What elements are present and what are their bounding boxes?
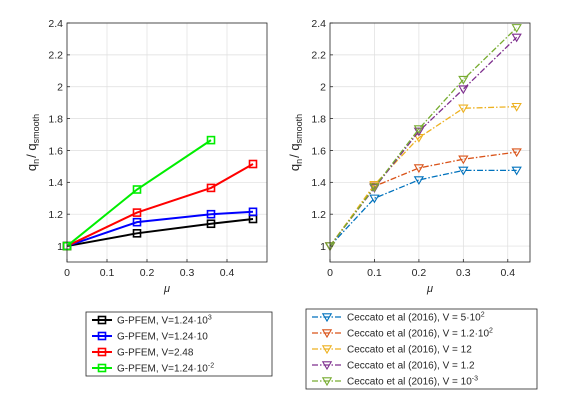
legend-label: G-PFEM, V=1.24·10-2: [117, 363, 214, 375]
data-point: [458, 85, 469, 95]
x-tick-label: 0.1: [367, 267, 382, 279]
x-tick-label: 0.4: [500, 267, 515, 279]
series-line: [329, 169, 517, 247]
x-tick-label: 0: [327, 267, 333, 279]
y-tick-label: 2.2: [48, 50, 63, 62]
legend-label: Ceccato et al (2016), V = 12: [347, 345, 472, 356]
data-point: [458, 155, 469, 165]
x-axis-label: μ: [163, 283, 170, 295]
legend-box: [305, 308, 538, 390]
legend-marker: [97, 331, 107, 341]
legend-marker: [321, 345, 333, 355]
legend-label: G-PFEM, V=1.24·10: [117, 332, 208, 343]
y-tick-label: 1.4: [311, 177, 326, 189]
y-tick-label: 1.6: [48, 145, 63, 157]
legend-label: Ceccato et al (2016), V = 5·102: [347, 312, 485, 324]
y-tick-label: 1.2: [48, 209, 63, 221]
legend-label: G-PFEM, V=2.48: [117, 348, 194, 359]
data-point: [413, 125, 425, 135]
data-point: [369, 183, 380, 193]
legend-marker: [321, 361, 333, 371]
data-point: [458, 166, 469, 176]
data-point: [132, 229, 142, 238]
y-tick-label: 2: [57, 82, 63, 94]
series-line: [66, 163, 254, 247]
data-point: [248, 159, 258, 169]
legend-marker: [97, 347, 107, 357]
series-line: [66, 210, 254, 248]
y-tick-label: 1: [320, 241, 326, 253]
data-point: [369, 194, 380, 204]
data-point: [511, 166, 522, 176]
legend-label: Ceccato et al (2016), V = 1.2: [347, 361, 475, 372]
y-tick-label: 1.8: [48, 113, 63, 125]
series-line: [329, 151, 517, 247]
x-tick-label: 0.3: [456, 267, 471, 279]
data-point: [206, 135, 216, 145]
series-line: [66, 139, 212, 247]
legend-marker: [97, 315, 107, 325]
legend-marker: [97, 363, 107, 373]
x-tick-label: 0.2: [412, 267, 427, 279]
legend-label: G-PFEM, V=1.24·103: [117, 315, 212, 327]
y-tick-label: 1.4: [48, 177, 63, 189]
data-point: [458, 75, 469, 85]
y-tick-label: 1.2: [311, 209, 326, 221]
x-tick-label: 0.4: [220, 267, 235, 279]
data-point: [413, 176, 425, 186]
y-tick-label: 2.2: [311, 50, 326, 62]
right-legend: Ceccato et al (2016), V = 5·102 Ceccato e…: [305, 308, 538, 390]
x-axis-label: μ: [426, 283, 433, 295]
data-point: [248, 207, 258, 217]
data-point: [132, 208, 142, 217]
data-point: [206, 209, 216, 219]
legend-marker: [321, 377, 333, 387]
y-tick-label: 1.8: [311, 113, 326, 125]
series-line: [329, 106, 517, 247]
series-line: [329, 36, 518, 247]
axes-box: [66, 22, 268, 263]
data-point: [413, 164, 425, 174]
data-point: [511, 102, 522, 112]
data-point: [206, 219, 216, 229]
legend-label: Ceccato et al (2016), V = 10-3: [347, 376, 478, 388]
x-tick-label: 0.3: [180, 267, 195, 279]
y-tick-label: 2.4: [48, 18, 63, 30]
y-tick-label: 1: [57, 241, 63, 253]
x-tick-label: 0.1: [100, 267, 115, 279]
x-tick-label: 0: [64, 267, 70, 279]
data-point: [511, 33, 522, 43]
y-tick-label: 1.6: [311, 145, 326, 157]
y-tick-label: 2: [320, 82, 326, 94]
series-line: [66, 217, 254, 248]
x-tick-label: 0.2: [140, 267, 155, 279]
legend-marker: [321, 329, 333, 339]
data-point: [206, 183, 216, 193]
y-tick-label: 2.4: [311, 18, 326, 30]
data-point: [511, 148, 522, 158]
data-point: [458, 104, 469, 114]
left-legend: G-PFEM, V=1.24·103 G-PFEM, V=1.24·10 G-PFE…: [85, 311, 273, 377]
legend-label: Ceccato et al (2016), V = 1.2·102: [347, 328, 493, 340]
left-plot: 0 0.1 0.2 0.3 0.4 1 1.2 1.4 1.6 1.8 2 2.2 2.4 μ qn/ qs…: [24, 18, 268, 295]
series-line: [329, 27, 518, 247]
data-point: [132, 185, 142, 194]
y-axis-label: qn/ qsmooth: [287, 114, 304, 171]
axes-box: [329, 22, 531, 263]
legend-box: [85, 311, 273, 377]
legend-marker: [321, 313, 333, 323]
right-plot: 0 0.1 0.2 0.3 0.4 1 1.2 1.4 1.6 1.8 2 2.2 2.4 μ qn/ qs…: [287, 18, 531, 295]
data-point: [511, 24, 522, 33]
data-point: [132, 217, 142, 227]
y-axis-label: qn/ qsmooth: [24, 114, 41, 171]
